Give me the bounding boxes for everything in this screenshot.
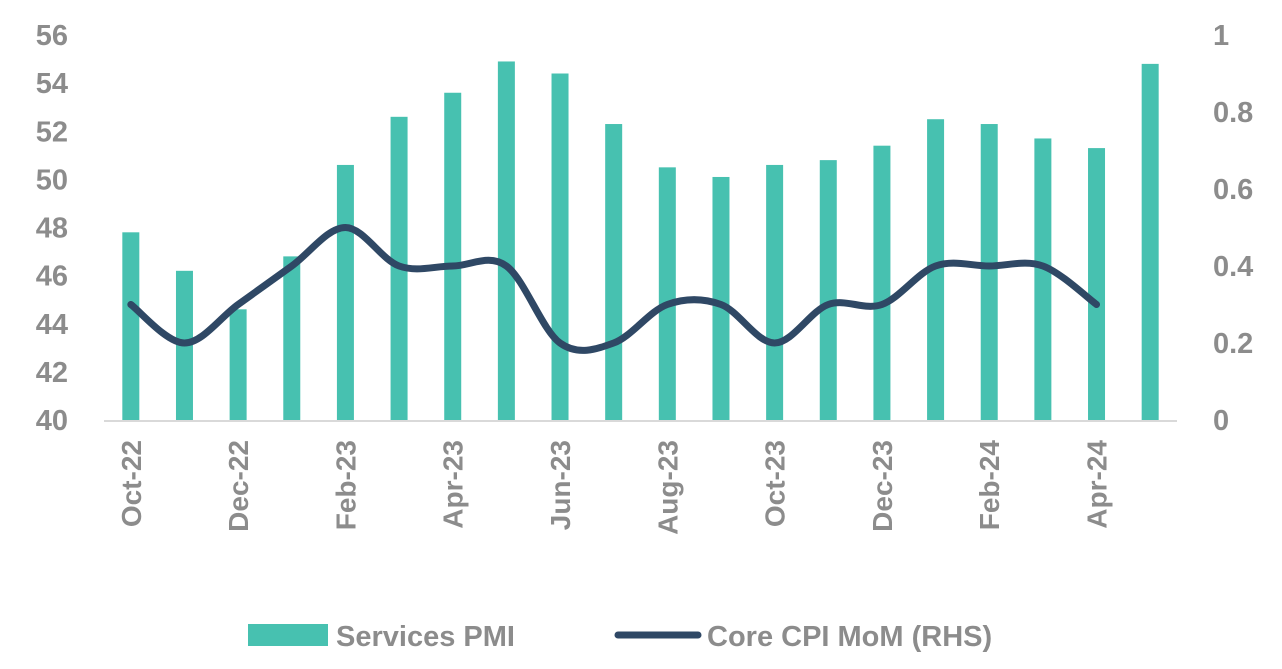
- x-tick-label: Oct-22: [116, 440, 147, 527]
- bar-May-23: [497, 61, 515, 420]
- bar-Oct-23: [766, 164, 784, 420]
- y-left-tick-label: 40: [36, 405, 68, 437]
- bar-Jan-23: [283, 256, 301, 420]
- bar-Dec-22: [229, 309, 247, 420]
- bar-Oct-22: [122, 232, 140, 420]
- y-left-tick-label: 54: [36, 68, 68, 100]
- bar-Feb-23: [336, 164, 354, 420]
- x-tick-label: Dec-22: [223, 440, 254, 532]
- bar-Jul-23: [605, 124, 623, 420]
- legend-label-core-cpi: Core CPI MoM (RHS): [707, 621, 992, 653]
- x-tick-label: Apr-23: [438, 440, 469, 529]
- y-left-tick-label: 56: [36, 20, 68, 52]
- x-tick-label: Aug-23: [652, 440, 683, 535]
- bar-Apr-23: [444, 92, 462, 420]
- y-left-tick-label: 50: [36, 164, 68, 196]
- y-right-tick-label: 0.8: [1213, 97, 1253, 129]
- y-right-tick-label: 0.2: [1213, 328, 1253, 360]
- bar-Jun-23: [551, 73, 569, 420]
- bar-Dec-23: [873, 145, 891, 420]
- bar-Nov-23: [819, 160, 837, 420]
- legend-label-services-pmi: Services PMI: [336, 621, 515, 653]
- x-tick-label: Dec-23: [867, 440, 898, 532]
- series-line-core-cpi: [127, 224, 1101, 354]
- y-axis-right: 0 0.2 0.4 0.6 0.8 1: [1213, 20, 1253, 437]
- legend: Services PMI Core CPI MoM (RHS): [248, 621, 992, 653]
- x-tick-label: Apr-24: [1082, 440, 1113, 529]
- y-left-tick-label: 42: [36, 357, 68, 389]
- y-left-tick-label: 52: [36, 116, 68, 148]
- x-tick-label: Feb-23: [330, 440, 361, 530]
- x-tick-label: Jun-23: [545, 440, 576, 530]
- x-tick-label: Oct-23: [760, 440, 791, 527]
- bar-Aug-23: [658, 167, 676, 420]
- y-left-tick-label: 46: [36, 261, 68, 293]
- bar-Feb-24: [980, 124, 998, 420]
- bar-May-24: [1141, 63, 1159, 420]
- bars-group: [122, 61, 1159, 420]
- y-left-tick-label: 48: [36, 213, 68, 245]
- x-axis: Oct-22 Dec-22 Feb-23 Apr-23 Jun-23 Aug-23 Oct-…: [116, 440, 1113, 535]
- y-right-tick-label: 0.4: [1213, 251, 1253, 283]
- legend-swatch-services-pmi: [248, 624, 328, 646]
- y-right-tick-label: 1: [1213, 20, 1229, 52]
- y-axis-left: 40 42 44 46 48 50 52 54 56: [36, 20, 68, 437]
- y-right-tick-label: 0: [1213, 405, 1229, 437]
- bar-Sep-23: [712, 176, 730, 420]
- y-left-tick-label: 44: [36, 309, 68, 341]
- bar-Apr-24: [1088, 148, 1106, 420]
- x-tick-label: Feb-24: [974, 440, 1005, 531]
- y-right-tick-label: 0.6: [1213, 174, 1253, 206]
- bar-Mar-24: [1034, 138, 1052, 420]
